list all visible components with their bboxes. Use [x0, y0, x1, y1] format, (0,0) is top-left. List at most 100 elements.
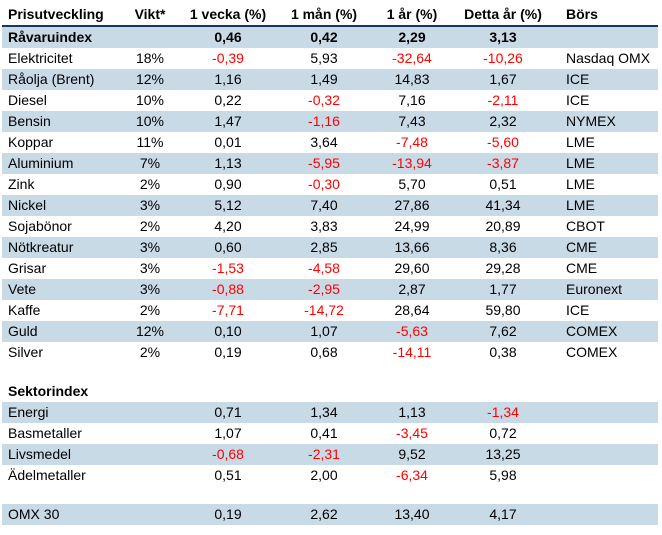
cell-1month: -5,95	[284, 153, 364, 174]
cell-name: Nickel	[2, 195, 128, 216]
table-row: Råolja (Brent) 12% 1,16 1,49 14,83 1,67 ICE	[2, 69, 658, 90]
cell-weight: 10%	[135, 92, 165, 108]
cell-1week: -1,53	[212, 260, 244, 276]
cell-weight: 2%	[139, 176, 161, 192]
cell-weight: 3%	[128, 237, 172, 258]
cell-exchange	[546, 402, 658, 423]
cell-1week: 4,20	[214, 218, 242, 234]
cell-weight	[128, 444, 172, 465]
cell-exchange: CBOT	[566, 218, 605, 234]
section-header-row: Sektorindex	[2, 381, 658, 402]
cell-name: Råvaruindex	[2, 26, 128, 48]
cell-1week: 1,13	[172, 153, 284, 174]
cell-exchange: CME	[566, 260, 598, 276]
cell-weight	[128, 465, 172, 486]
cell-name: Sektorindex	[8, 383, 89, 399]
cell-1month	[284, 381, 364, 402]
cell-weight: 18%	[135, 50, 165, 66]
cell-1week: 0,46	[172, 26, 284, 48]
table-row: Sojabönor 2% 4,20 3,83 24,99 20,89 CBOT	[2, 216, 658, 237]
cell-name: Aluminium	[2, 153, 128, 174]
cell-ytd: -1,34	[460, 402, 546, 423]
cell-1week: 5,12	[172, 195, 284, 216]
table-row: Livsmedel -0,68 -2,31 9,52 13,25	[2, 444, 658, 465]
table-header: Prisutveckling Vikt* 1 vecka (%) 1 mån (…	[2, 4, 658, 27]
cell-1year: 13,40	[364, 504, 460, 525]
cell-ytd: 3,13	[460, 26, 546, 48]
cell-1month: 5,93	[310, 50, 338, 66]
cell-1year: 24,99	[394, 218, 430, 234]
cell-weight: 7%	[128, 153, 172, 174]
cell-1year: -32,64	[392, 50, 432, 66]
cell-name: Bensin	[2, 111, 128, 132]
spacer-row	[2, 486, 658, 504]
cell-1week: -0,88	[172, 279, 284, 300]
cell-exchange	[546, 465, 658, 486]
cell-exchange: LME	[546, 195, 658, 216]
cell-ytd: -3,87	[460, 153, 546, 174]
cell-ytd: 2,32	[460, 111, 546, 132]
spacer-row	[2, 363, 658, 381]
cell-1month: 0,42	[284, 26, 364, 48]
table-row: Diesel 10% 0,22 -0,32 7,16 -2,11 ICE	[2, 90, 658, 111]
cell-1week: 0,60	[172, 237, 284, 258]
cell-1month: -2,31	[284, 444, 364, 465]
cell-1year: -14,11	[392, 344, 432, 360]
cell-1month: 2,62	[284, 504, 364, 525]
cell-ytd: 8,36	[460, 237, 546, 258]
cell-weight	[128, 423, 172, 444]
cell-weight: 12%	[128, 321, 172, 342]
cell-1year: -3,45	[396, 425, 428, 441]
cell-weight	[128, 504, 172, 525]
cell-ytd: 13,25	[460, 444, 546, 465]
cell-name: Silver	[8, 344, 44, 360]
cell-name: Ädelmetaller	[8, 467, 86, 483]
cell-1year: 1,13	[364, 402, 460, 423]
table-row: Koppar 11% 0,01 3,64 -7,48 -5,60 LME	[2, 132, 658, 153]
cell-1year	[364, 381, 460, 402]
cell-1week: 0,19	[214, 344, 242, 360]
cell-1year: 29,60	[394, 260, 430, 276]
cell-ytd: 20,89	[485, 218, 521, 234]
cell-1week: 0,22	[214, 92, 242, 108]
cell-exchange: NYMEX	[546, 111, 658, 132]
cell-1week: 0,51	[214, 467, 242, 483]
cell-1month: -1,16	[284, 111, 364, 132]
cell-ytd: 0,38	[489, 344, 517, 360]
cell-1week: 0,71	[172, 402, 284, 423]
cell-weight	[128, 381, 172, 402]
table-row: Råvaruindex 0,46 0,42 2,29 3,13	[2, 26, 658, 48]
table-row: Grisar 3% -1,53 -4,58 29,60 29,28 CME	[2, 258, 658, 279]
cell-1month: 3,83	[310, 218, 338, 234]
table-row: Ädelmetaller 0,51 2,00 -6,34 5,98	[2, 465, 658, 486]
cell-weight: 2%	[139, 218, 161, 234]
cell-exchange: ICE	[566, 302, 590, 318]
table-row: Bensin 10% 1,47 -1,16 7,43 2,32 NYMEX	[2, 111, 658, 132]
cell-exchange	[546, 26, 658, 48]
cell-1year: 27,86	[364, 195, 460, 216]
cell-name: Råolja (Brent)	[2, 69, 128, 90]
cell-1year: 13,66	[364, 237, 460, 258]
cell-ytd: 5,98	[489, 467, 517, 483]
cell-1month: 0,68	[310, 344, 338, 360]
column-header-detta-ar: Detta år (%)	[460, 4, 546, 27]
table-row: Elektricitet 18% -0,39 5,93 -32,64 -10,26 Nasd…	[2, 48, 658, 69]
cell-1year: 5,70	[398, 176, 426, 192]
cell-1month: 1,07	[284, 321, 364, 342]
cell-weight: 3%	[139, 260, 161, 276]
cell-ytd: 4,17	[460, 504, 546, 525]
cell-1month: 1,34	[284, 402, 364, 423]
cell-exchange: Nasdaq OMX	[566, 50, 651, 66]
cell-ytd: -5,60	[487, 134, 519, 150]
cell-1year: 2,87	[364, 279, 460, 300]
cell-weight: 12%	[128, 69, 172, 90]
cell-exchange	[546, 381, 658, 402]
cell-1year: 28,64	[394, 302, 430, 318]
cell-ytd: 0,72	[489, 425, 517, 441]
cell-1year: 7,43	[364, 111, 460, 132]
cell-weight	[128, 26, 172, 48]
cell-name: Elektricitet	[8, 50, 73, 66]
cell-1year: -13,94	[364, 153, 460, 174]
cell-1month: 1,49	[284, 69, 364, 90]
